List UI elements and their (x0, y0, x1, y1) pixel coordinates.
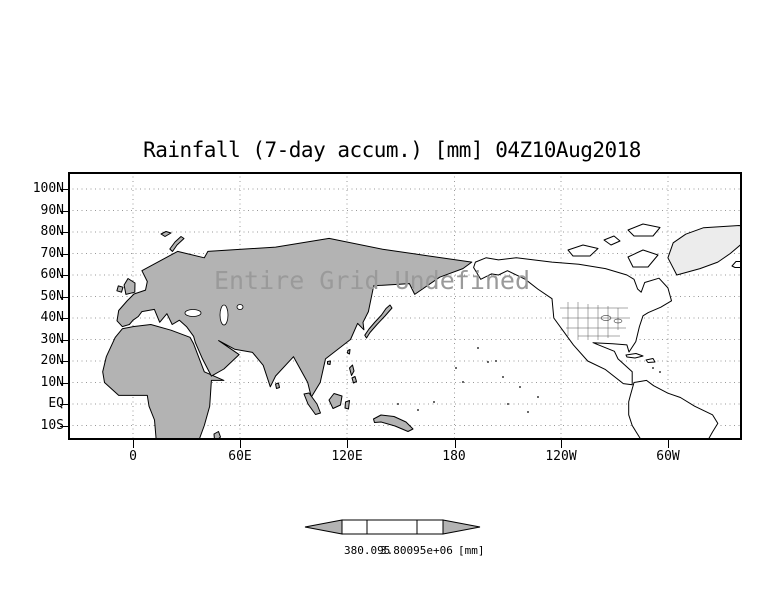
novaya-zemlya-islands (169, 236, 185, 252)
svalbard-islands (160, 231, 172, 237)
x-tick-mark (347, 440, 348, 448)
plot-border (68, 172, 742, 440)
shaded-landmasses (102, 231, 473, 441)
y-tick-mark (60, 275, 68, 276)
greenland-landmass (667, 225, 758, 276)
y-tick-mark (60, 361, 68, 362)
x-tick-label: 60E (228, 449, 252, 464)
y-tick-label: 20N (40, 353, 64, 368)
arctic-island (603, 235, 621, 246)
world-map-svg (68, 172, 758, 441)
arctic-island (567, 244, 599, 257)
y-tick-label: 30N (40, 331, 64, 347)
x-tick-mark (240, 440, 241, 448)
ireland-island (116, 285, 124, 293)
map-plot-area (68, 172, 758, 441)
hainan-island (327, 360, 331, 365)
y-tick-mark (60, 425, 68, 427)
africa-landmass (102, 324, 225, 441)
x-tick-label: 60W (656, 449, 680, 464)
y-tick-mark (60, 404, 68, 405)
x-tick-mark (454, 440, 456, 448)
sumatra-island (303, 392, 321, 415)
x-tick-label: 120W (545, 449, 577, 464)
cuba-island (625, 353, 644, 359)
great-lakes (613, 318, 623, 324)
colorbar-units-label: [mm] (458, 544, 485, 557)
x-tick-label: 120E (331, 449, 363, 464)
colorbar-min-label: 380.095 (344, 544, 391, 557)
great-lakes (600, 315, 612, 321)
outline-landmasses (473, 223, 758, 441)
hispaniola-island (645, 358, 656, 363)
sri-lanka-island (275, 382, 280, 389)
inland-seas (184, 304, 244, 326)
colorbar-body (341, 519, 444, 535)
overlay-message: Entire Grid Undefined (213, 266, 531, 295)
y-tick-label: 50N (40, 288, 64, 304)
borneo-island (328, 393, 343, 409)
y-tick-mark (60, 232, 68, 233)
plot-title: Rainfall (7-day accum.) [mm] 04Z10Aug201… (143, 138, 641, 162)
y-tick-label: 80N (40, 224, 64, 239)
colorbar-right-arrow (442, 519, 481, 535)
x-tick-mark (561, 440, 562, 448)
y-tick-label: 10N (40, 374, 64, 390)
philippines-island (351, 376, 357, 384)
taiwan-island (347, 349, 351, 355)
y-tick-mark (60, 189, 68, 190)
us-state-boundaries (560, 302, 630, 340)
aral-sea (236, 304, 244, 310)
y-tick-mark (60, 253, 68, 255)
britain-island (123, 278, 136, 295)
colorbar (304, 519, 481, 535)
x-tick-mark (668, 440, 669, 448)
japan-islands (364, 304, 393, 339)
y-tick-label: 40N (40, 310, 64, 325)
y-tick-label: 100N (32, 181, 64, 196)
colorbar-left-arrow (304, 519, 343, 535)
x-tick-label: 0 (129, 449, 137, 464)
north-america-landmass (473, 257, 672, 386)
new-guinea-island (373, 414, 414, 432)
arctic-island (627, 223, 661, 237)
black-sea (184, 309, 202, 317)
arctic-island (627, 249, 659, 268)
y-tick-label: 10S (40, 417, 64, 433)
x-tick-mark (133, 440, 134, 448)
y-tick-mark (60, 382, 68, 384)
y-tick-mark (60, 318, 68, 319)
y-tick-mark (60, 296, 68, 298)
x-tick-label: 180 (442, 449, 466, 464)
south-america-landmass (628, 379, 719, 441)
sulawesi-island (344, 400, 350, 410)
small-islands-dots (397, 347, 661, 413)
y-tick-mark (60, 210, 68, 212)
caspian-sea (219, 304, 229, 326)
y-tick-mark (60, 339, 68, 341)
y-tick-label: 70N (40, 245, 64, 261)
y-tick-label: 90N (40, 202, 64, 218)
y-tick-label: EQ (48, 396, 64, 411)
colorbar-max-label: 3.80095e+06 (380, 544, 453, 557)
y-tick-label: 60N (40, 267, 64, 282)
philippines-island (349, 364, 355, 376)
